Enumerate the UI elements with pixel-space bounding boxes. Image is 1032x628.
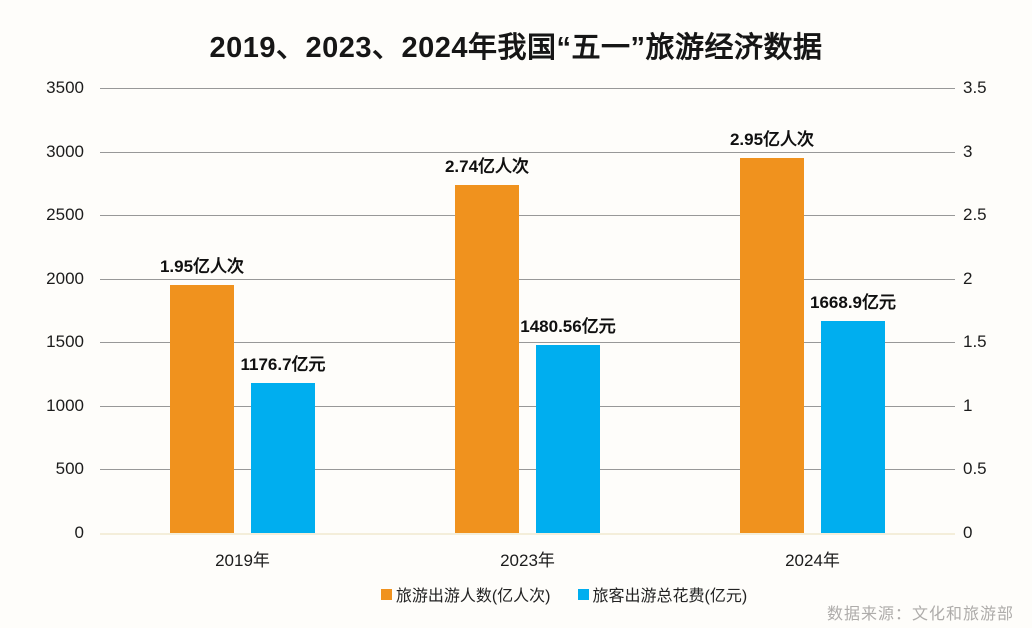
value-label-visitors-2023年: 2.74亿人次 [444,156,530,176]
x-axis-label-2024年: 2024年 [785,551,840,570]
gridline [100,342,955,344]
gridline [100,215,955,217]
value-label-spending-2023年: 1480.56亿元 [520,316,616,336]
legend-label: 旅游出游人数(亿人次) [395,588,551,605]
right-axis-tick: 0.5 [963,459,987,479]
left-axis-tick: 3000 [46,141,84,161]
bar-spending-2019年 [251,383,315,533]
left-axis-tick: 1000 [46,395,84,415]
bar-visitors-2023年 [455,184,519,533]
legend-swatch-icon [380,588,392,600]
right-axis-tick: 3.5 [963,78,987,97]
bar-spending-2023年 [536,344,600,533]
bar-visitors-2024年 [740,157,804,533]
source-note: 数据来源：文化和旅游部 [826,606,1014,623]
gridline [100,405,955,407]
legend-swatch-icon [577,588,589,600]
right-axis-tick: 2.5 [963,205,987,225]
right-axis-tick: 0 [963,523,973,542]
value-label-spending-2024年: 1668.9亿元 [810,292,896,312]
value-label-spending-2019年: 1176.7亿元 [240,355,326,375]
left-axis-tick: 3500 [46,78,84,97]
legend: 旅游出游人数(亿人次) 旅客出游总花费(亿元) [48,582,1032,606]
legend-item-visitors: 旅游出游人数(亿人次) [380,582,551,606]
legend-label: 旅客出游总花费(亿元) [592,588,748,605]
right-axis-tick: 3 [963,141,973,161]
x-axis-label-2023年: 2023年 [500,551,555,570]
gridline [100,278,955,280]
right-axis-tick: 1 [963,395,973,415]
left-axis-tick: 2000 [46,268,84,288]
baseline [100,533,955,535]
plot-area: 1.95亿人次 1176.7亿元 2.74亿人次 1480.56亿元 2.95亿人次 16… [100,88,955,535]
legend-item-spending: 旅客出游总花费(亿元) [577,582,748,606]
chart-title: 2019、2023、2024年我国“五一”旅游经济数据 [209,32,823,64]
right-axis-tick: 1.5 [963,332,987,352]
value-label-visitors-2024年: 2.95亿人次 [729,129,815,149]
left-axis-tick: 2500 [46,205,84,225]
left-axis-tick: 500 [55,459,84,479]
gridline [100,88,955,89]
gridline [100,151,955,153]
bar-spending-2024年 [821,320,885,533]
gridline [100,469,955,471]
left-axis-tick: 0 [74,523,84,542]
bar-visitors-2019年 [170,285,234,533]
value-label-visitors-2019年: 1.95亿人次 [159,257,245,277]
x-axis-label-2019年: 2019年 [215,551,270,570]
left-axis-tick: 1500 [46,332,84,352]
right-axis-tick: 2 [963,268,973,288]
